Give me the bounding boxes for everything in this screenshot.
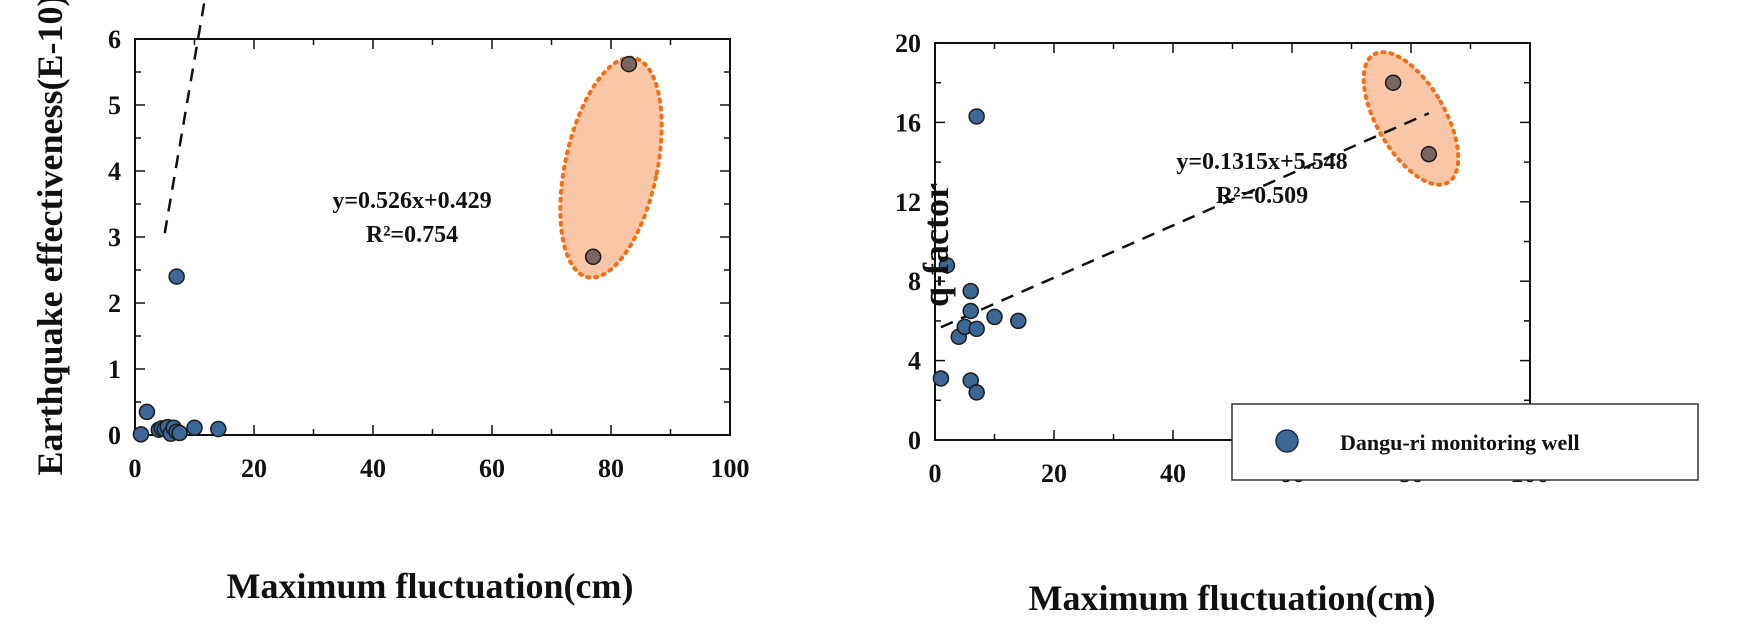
data-point [962, 302, 979, 320]
data-point [171, 424, 188, 442]
x-tick-label: 40 [1160, 459, 1186, 488]
y-tick-label: 16 [895, 108, 921, 137]
trendline [940, 112, 1430, 329]
chart-q-factor: 020406080100048121620 y=0.1315x+5.548 R²… [895, 29, 1699, 618]
y-tick-label: 12 [895, 188, 921, 217]
y-tick-label: 0 [908, 426, 921, 455]
y-tick-label: 1 [108, 355, 121, 384]
y-axis-label: Earthquake effectiveness(E-10) [30, 0, 70, 475]
data-point [186, 419, 203, 436]
y-axis-label: q-factor [916, 183, 956, 307]
data-points [932, 74, 1438, 401]
legend: Dangu-ri monitoring well [1231, 403, 1699, 481]
legend-box [1231, 403, 1699, 481]
data-point [962, 282, 979, 300]
y-tick-label: 0 [108, 421, 121, 450]
data-point [132, 426, 150, 443]
trendline-equation: y=0.526x+0.429 [332, 188, 491, 214]
highlight-ellipse [558, 55, 664, 280]
y-tick-label: 8 [908, 267, 921, 296]
x-tick-label: 100 [711, 454, 750, 483]
y-tick-label: 20 [895, 29, 921, 58]
legend-marker [1275, 429, 1299, 453]
x-tick-label: 80 [598, 454, 624, 483]
data-point [620, 55, 638, 73]
x-tick-label: 0 [129, 454, 142, 483]
data-point [968, 384, 985, 401]
highlight-ellipse [1361, 50, 1461, 187]
legend-label: Dangu-ri monitoring well [1340, 430, 1580, 455]
y-tick-label: 6 [108, 25, 121, 54]
x-axis-label: Maximum fluctuation(cm) [1029, 578, 1436, 618]
data-point [168, 268, 185, 285]
data-point [1384, 74, 1402, 91]
x-tick-label: 20 [241, 454, 267, 483]
data-point [938, 257, 956, 274]
plot-area: 0 20 40 60 80 100 0 1 2 3 4 5 6 [108, 25, 750, 483]
data-point [968, 320, 985, 338]
x-tick-label: 60 [479, 454, 505, 483]
data-point [138, 403, 156, 421]
data-point [968, 108, 985, 125]
data-point [986, 308, 1003, 326]
data-point [1420, 145, 1438, 163]
r-squared-label: R²=0.754 [366, 222, 458, 248]
x-tick-label: 0 [929, 459, 942, 488]
chart-earthquake-effectiveness: 0 20 40 60 80 100 0 1 2 3 4 5 6 y=0.526x+0.429 R²=0.… [30, 0, 750, 606]
y-tick-label: 3 [108, 223, 121, 252]
y-tick-label: 4 [108, 157, 121, 186]
data-point [584, 248, 602, 266]
x-axis-label: Maximum fluctuation(cm) [227, 566, 634, 606]
y-tick-label: 2 [108, 289, 121, 318]
data-point [1010, 312, 1027, 330]
x-tick-label: 40 [360, 454, 386, 483]
trendline-equation: y=0.1315x+5.548 [1176, 149, 1347, 175]
r-squared-label: R²=0.509 [1216, 183, 1308, 209]
data-point [932, 370, 950, 387]
data-point [210, 420, 227, 438]
data-points [132, 55, 638, 443]
x-tick-label: 20 [1041, 459, 1067, 488]
y-tick-label: 4 [908, 347, 921, 376]
y-tick-label: 5 [108, 91, 121, 120]
